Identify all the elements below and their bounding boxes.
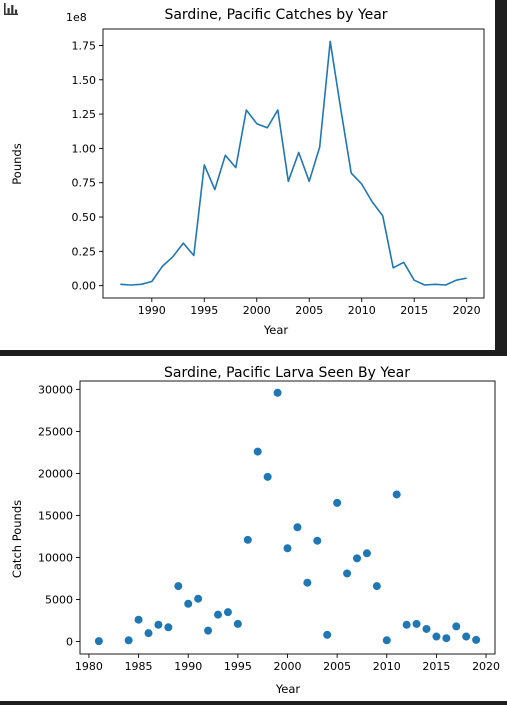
scatter-point <box>402 620 411 629</box>
scatter-point <box>382 636 391 645</box>
scatter-point <box>144 629 153 638</box>
y-tick-label: 0.00 <box>72 280 97 293</box>
scatter-point <box>442 634 451 643</box>
scatter-point <box>154 620 163 629</box>
y-tick-label: 20000 <box>38 467 73 480</box>
scatter-point <box>223 608 232 617</box>
x-tick-label: 2010 <box>373 660 401 673</box>
scatter-point <box>352 554 361 563</box>
x-tick-label: 1980 <box>75 660 103 673</box>
y-tick-label: 1.25 <box>72 108 97 121</box>
scatter-point <box>124 636 133 645</box>
bar-chart-icon[interactable] <box>3 2 19 16</box>
scatter-point <box>134 615 143 624</box>
y-axis-label: Pounds <box>10 143 24 184</box>
x-tick-label: 2000 <box>243 304 271 317</box>
y-tick-label: 1.00 <box>72 142 97 155</box>
scatter-point <box>184 599 193 608</box>
y-tick-label: 0.75 <box>72 177 97 190</box>
scatter-point <box>372 582 381 591</box>
x-axis-label: Year <box>263 323 289 337</box>
x-axis-label: Year <box>275 682 301 696</box>
y-tick-label: 25000 <box>38 425 73 438</box>
scatter-point <box>323 630 332 639</box>
scatter-point <box>432 632 441 641</box>
scatter-point <box>422 624 431 633</box>
scatter-point <box>214 610 223 619</box>
scatter-point <box>263 472 272 481</box>
scatter-point <box>313 536 322 545</box>
scatter-point <box>333 498 342 507</box>
x-tick-label: 2015 <box>400 304 428 317</box>
scatter-point <box>174 582 183 591</box>
scatter-point <box>233 619 242 628</box>
scatter-point <box>194 594 203 603</box>
catches-line-chart: Sardine, Pacific Catches by Year 1e8 Yea… <box>10 7 485 337</box>
y-tick-label: 5000 <box>45 594 73 607</box>
scatter-point <box>392 490 401 499</box>
scatter-point <box>462 632 471 641</box>
scatter-point <box>472 635 481 644</box>
y-tick-label: 30000 <box>38 383 73 396</box>
x-tick-label: 2010 <box>348 304 376 317</box>
scatter-point <box>303 578 312 587</box>
x-tick-label: 2020 <box>453 304 481 317</box>
chart-title: Sardine, Pacific Larva Seen By Year <box>164 365 410 381</box>
x-tick-label: 2015 <box>422 660 450 673</box>
y-offset-label: 1e8 <box>66 11 87 24</box>
larva-scatter-chart: Sardine, Pacific Larva Seen By Year Year… <box>10 365 500 696</box>
catches-chart-panel: Sardine, Pacific Catches by Year 1e8 Yea… <box>0 0 495 350</box>
scatter-point <box>412 619 421 628</box>
x-tick-label: 1995 <box>224 660 252 673</box>
x-tick-label: 2000 <box>274 660 302 673</box>
scatter-point <box>283 544 292 553</box>
y-tick-label: 1.50 <box>72 74 97 87</box>
series-line <box>120 40 467 286</box>
x-tick-label: 1990 <box>174 660 202 673</box>
scatter-point <box>362 549 371 558</box>
scatter-point <box>164 623 173 632</box>
scatter-point <box>273 388 282 397</box>
y-tick-label: 1.75 <box>72 39 97 52</box>
x-tick-label: 1985 <box>125 660 153 673</box>
scatter-point <box>253 447 262 456</box>
chart-title: Sardine, Pacific Catches by Year <box>164 7 387 23</box>
x-tick-label: 2005 <box>295 304 323 317</box>
scatter-point <box>343 569 352 578</box>
plot-frame <box>102 28 485 299</box>
scatter-point <box>452 622 461 631</box>
plot-frame <box>79 380 496 655</box>
x-tick-label: 1990 <box>138 304 166 317</box>
scatter-point <box>204 626 213 635</box>
y-tick-label: 15000 <box>38 509 73 522</box>
y-tick-label: 0.25 <box>72 245 97 258</box>
larva-chart-panel: Sardine, Pacific Larva Seen By Year Year… <box>0 356 507 701</box>
y-tick-label: 10000 <box>38 552 73 565</box>
y-tick-label: 0 <box>66 636 73 649</box>
scatter-point <box>243 535 252 544</box>
scatter-point <box>293 523 302 532</box>
scatter-point <box>94 637 103 646</box>
y-tick-label: 0.50 <box>72 211 97 224</box>
y-axis-label: Catch Pounds <box>10 500 24 578</box>
x-tick-label: 2020 <box>472 660 500 673</box>
x-tick-label: 1995 <box>190 304 218 317</box>
x-tick-label: 2005 <box>323 660 351 673</box>
